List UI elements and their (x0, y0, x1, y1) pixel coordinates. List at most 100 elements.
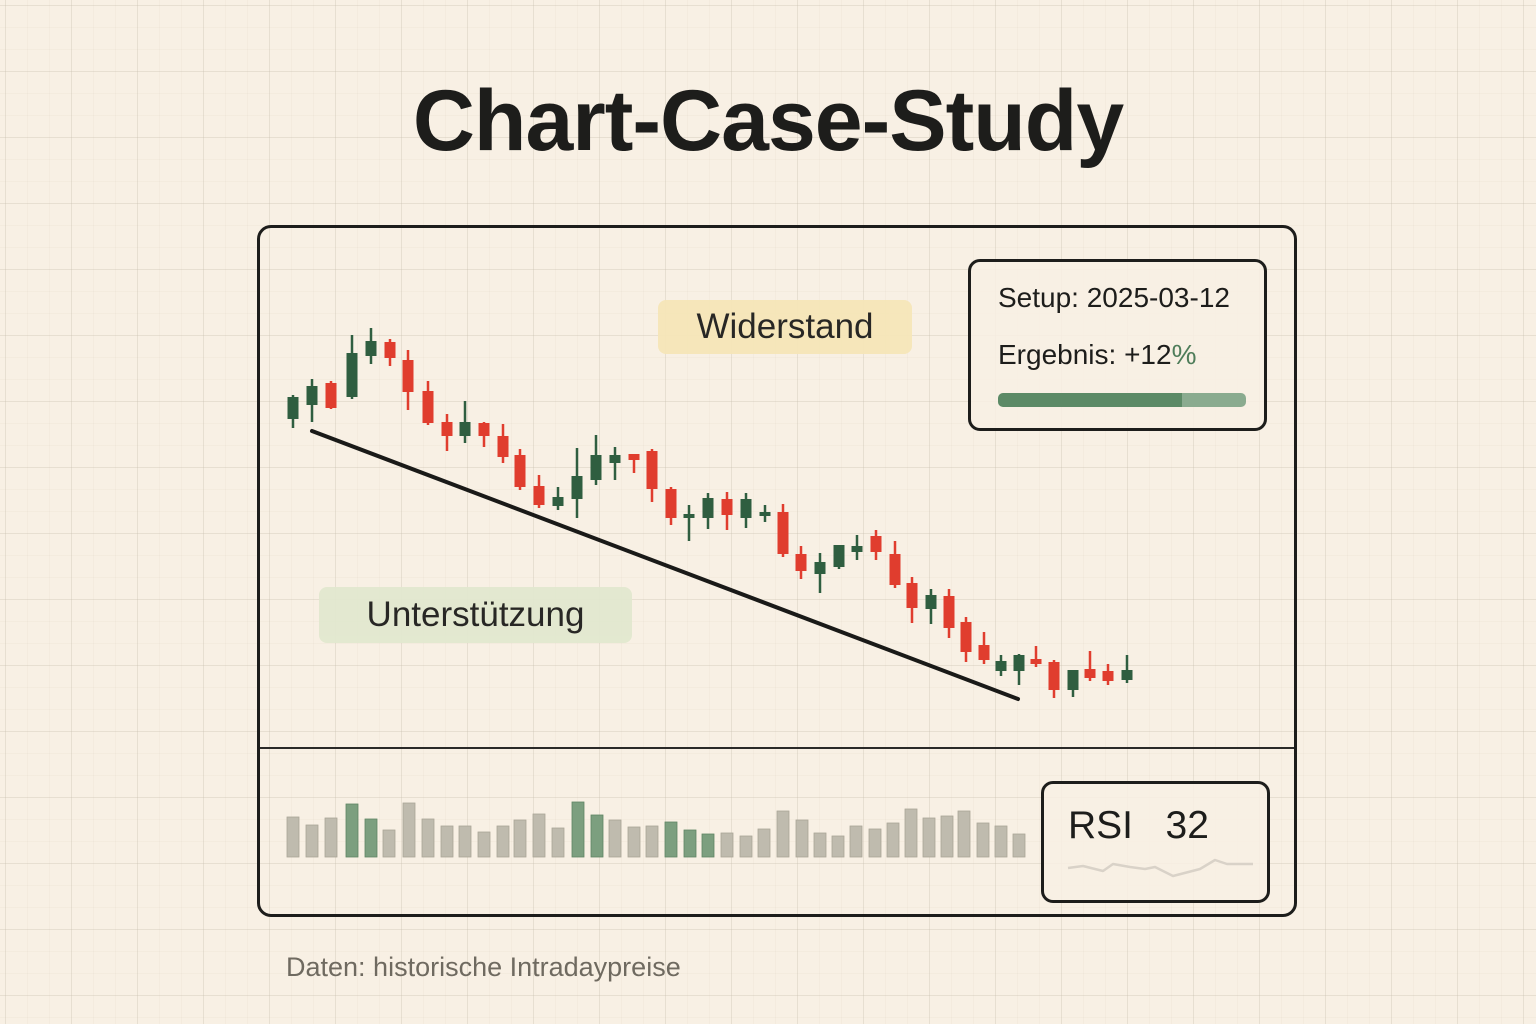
support-trendline (310, 429, 1020, 701)
volume-bar (286, 816, 300, 858)
bullish-candle (759, 512, 771, 516)
bullish-candle (571, 476, 583, 499)
bearish-candle (1084, 669, 1096, 678)
setup-label: Setup: (998, 282, 1079, 313)
volume-bar (364, 818, 378, 858)
volume-bar (382, 829, 396, 858)
volume-bar (701, 833, 715, 858)
volume-bar (940, 815, 954, 858)
bearish-candle (960, 622, 972, 652)
volume-bar (496, 825, 510, 858)
bullish-candle (552, 497, 564, 506)
result-progress-bar (998, 393, 1246, 407)
bullish-candle (814, 562, 826, 574)
bullish-candle (740, 499, 752, 518)
bearish-candle (646, 451, 658, 489)
volume-bar (608, 819, 622, 858)
bearish-candle (628, 454, 640, 460)
volume-bar (590, 814, 604, 858)
bullish-candle (1067, 670, 1079, 690)
volume-bar (813, 832, 827, 858)
result-label: Ergebnis: (998, 339, 1117, 370)
volume-bar (440, 825, 454, 858)
bullish-candle (365, 341, 377, 356)
volume-bar (720, 832, 734, 858)
volume-bar (513, 819, 527, 858)
bullish-candle (833, 545, 845, 567)
bearish-candle (497, 436, 509, 457)
rsi-label: RSI (1068, 804, 1134, 847)
volume-bar (477, 831, 491, 858)
volume-bar (645, 825, 659, 858)
setup-date: 2025-03-12 (1086, 282, 1230, 313)
bullish-candle (683, 514, 695, 518)
volume-bar (976, 822, 990, 858)
volume-bar (795, 819, 809, 858)
resistance-label: Widerstand (658, 300, 912, 354)
bearish-candle (721, 499, 733, 515)
result-progress-fill (998, 393, 1182, 407)
rsi-value: 32 (1165, 804, 1209, 847)
volume-bar (886, 822, 900, 858)
volume-bar (458, 825, 472, 858)
bullish-candle (306, 386, 318, 405)
bearish-candle (665, 489, 677, 518)
bearish-candle (384, 342, 396, 358)
bearish-candle (325, 383, 337, 408)
result-line: Ergebnis: +12% (998, 339, 1196, 371)
volume-bar (664, 821, 678, 858)
result-value: +12 (1124, 339, 1172, 370)
bullish-candle (851, 546, 863, 552)
rsi-box: RSI 32 (1041, 781, 1270, 903)
volume-bar (757, 828, 771, 858)
panel-divider (260, 747, 1294, 749)
bearish-candle (870, 536, 882, 552)
volume-bar (922, 817, 936, 858)
volume-bar (957, 810, 971, 858)
bullish-candle (1121, 670, 1133, 680)
bullish-candle (925, 595, 937, 609)
bearish-candle (422, 391, 434, 423)
volume-bar (1012, 833, 1026, 858)
bearish-candle (402, 360, 414, 392)
volume-bar (402, 802, 416, 858)
volume-bar (849, 825, 863, 858)
bearish-candle (777, 512, 789, 554)
bullish-candle (459, 422, 471, 436)
support-label: Unterstützung (319, 587, 632, 643)
volume-bar (305, 824, 319, 858)
bearish-candle (533, 486, 545, 505)
volume-bar (571, 801, 585, 858)
bearish-candle (478, 423, 490, 436)
bullish-candle (995, 661, 1007, 671)
volume-bar (994, 825, 1008, 858)
volume-bar (324, 817, 338, 858)
bearish-candle (906, 583, 918, 608)
bullish-candle (1013, 655, 1025, 671)
volume-bar (421, 818, 435, 858)
bearish-candle (1030, 659, 1042, 664)
rsi-readout: RSI 32 (1068, 804, 1209, 848)
volume-bar (627, 826, 641, 858)
bearish-candle (441, 422, 453, 436)
bearish-candle (1102, 671, 1114, 681)
bullish-candle (702, 498, 714, 518)
bearish-candle (795, 554, 807, 571)
volume-bar (551, 827, 565, 858)
bearish-candle (943, 596, 955, 628)
bearish-candle (1048, 662, 1060, 690)
volume-bar (904, 808, 918, 858)
setup-info-box: Setup: 2025-03-12 Ergebnis: +12% (968, 259, 1267, 431)
volume-bar (345, 803, 359, 858)
bearish-candle (978, 645, 990, 660)
result-unit: % (1171, 339, 1197, 370)
bearish-candle (514, 455, 526, 487)
bullish-candle (287, 397, 299, 419)
volume-bar (683, 829, 697, 858)
bearish-candle (889, 554, 901, 585)
data-source-note: Daten: historische Intradaypreise (286, 952, 681, 982)
bullish-candle (346, 353, 358, 397)
volume-bar (739, 835, 753, 858)
page-title: Chart-Case-Study (412, 73, 1124, 169)
